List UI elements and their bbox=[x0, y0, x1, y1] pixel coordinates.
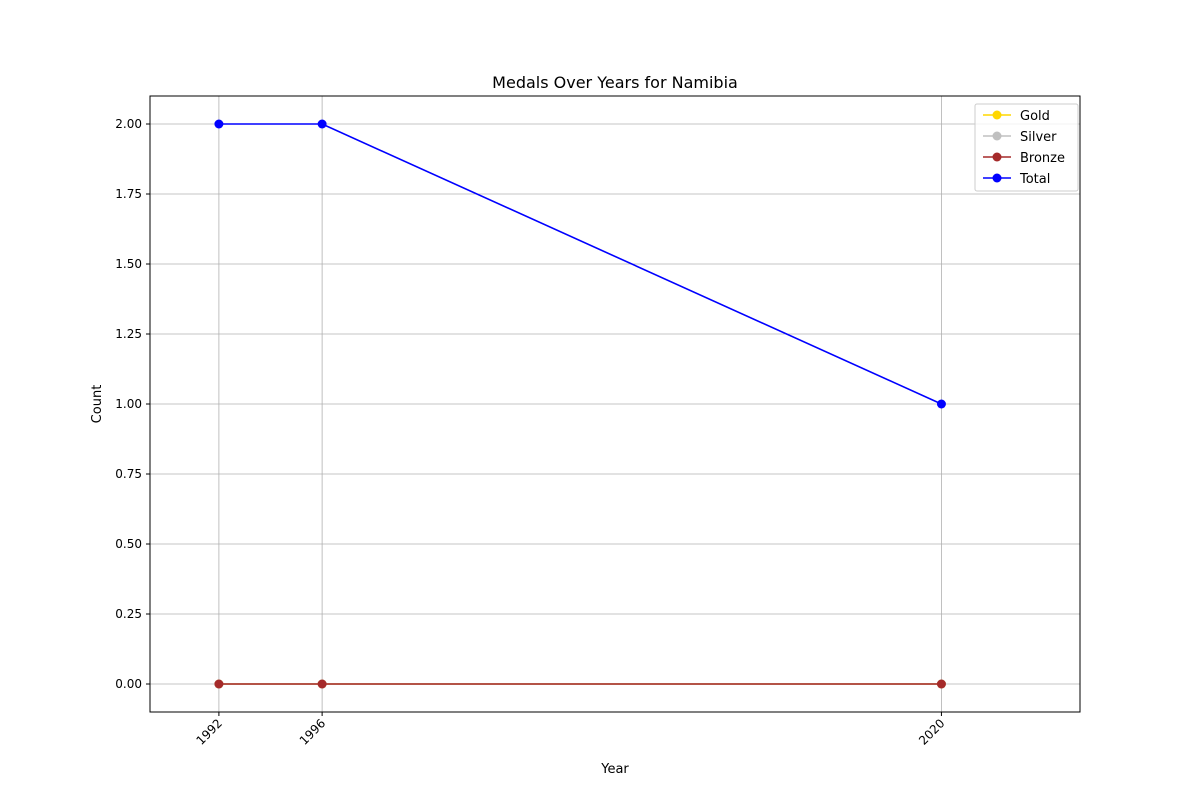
y-tick-label: 1.25 bbox=[115, 327, 142, 341]
x-axis-title: Year bbox=[600, 762, 629, 777]
data-point-bronze bbox=[317, 679, 327, 689]
y-axis-ticks: 0.00 0.25 0.50 0.75 1.00 1.25 1.50 1.75 2.00 bbox=[115, 117, 150, 691]
y-tick-label: 0.25 bbox=[115, 607, 142, 621]
legend-marker-silver bbox=[992, 131, 1002, 141]
y-tick-label: 1.75 bbox=[115, 187, 142, 201]
legend-label-silver: Silver bbox=[1020, 130, 1057, 145]
y-tick-label: 2.00 bbox=[115, 117, 142, 131]
legend-label-bronze: Bronze bbox=[1020, 151, 1065, 166]
y-tick-label: 1.50 bbox=[115, 257, 142, 271]
data-point-bronze bbox=[214, 679, 224, 689]
y-tick-label: 0.00 bbox=[115, 677, 142, 691]
chart-title: Medals Over Years for Namibia bbox=[492, 73, 738, 92]
data-point-total bbox=[214, 119, 224, 129]
legend-label-total: Total bbox=[1019, 172, 1050, 187]
series-layer bbox=[214, 119, 946, 689]
data-point-total bbox=[317, 119, 327, 129]
legend-marker-gold bbox=[992, 110, 1002, 120]
legend-marker-bronze bbox=[992, 152, 1002, 162]
data-point-total bbox=[936, 399, 946, 409]
legend: Gold Silver Bronze Total bbox=[974, 103, 1079, 192]
y-tick-label: 1.00 bbox=[115, 397, 142, 411]
legend-label-gold: Gold bbox=[1020, 109, 1050, 124]
y-tick-label: 0.75 bbox=[115, 467, 142, 481]
legend-box bbox=[974, 103, 1079, 192]
y-tick-label: 0.50 bbox=[115, 537, 142, 551]
data-point-bronze bbox=[936, 679, 946, 689]
y-axis-title: Count bbox=[90, 385, 105, 424]
legend-marker-total bbox=[992, 173, 1002, 183]
